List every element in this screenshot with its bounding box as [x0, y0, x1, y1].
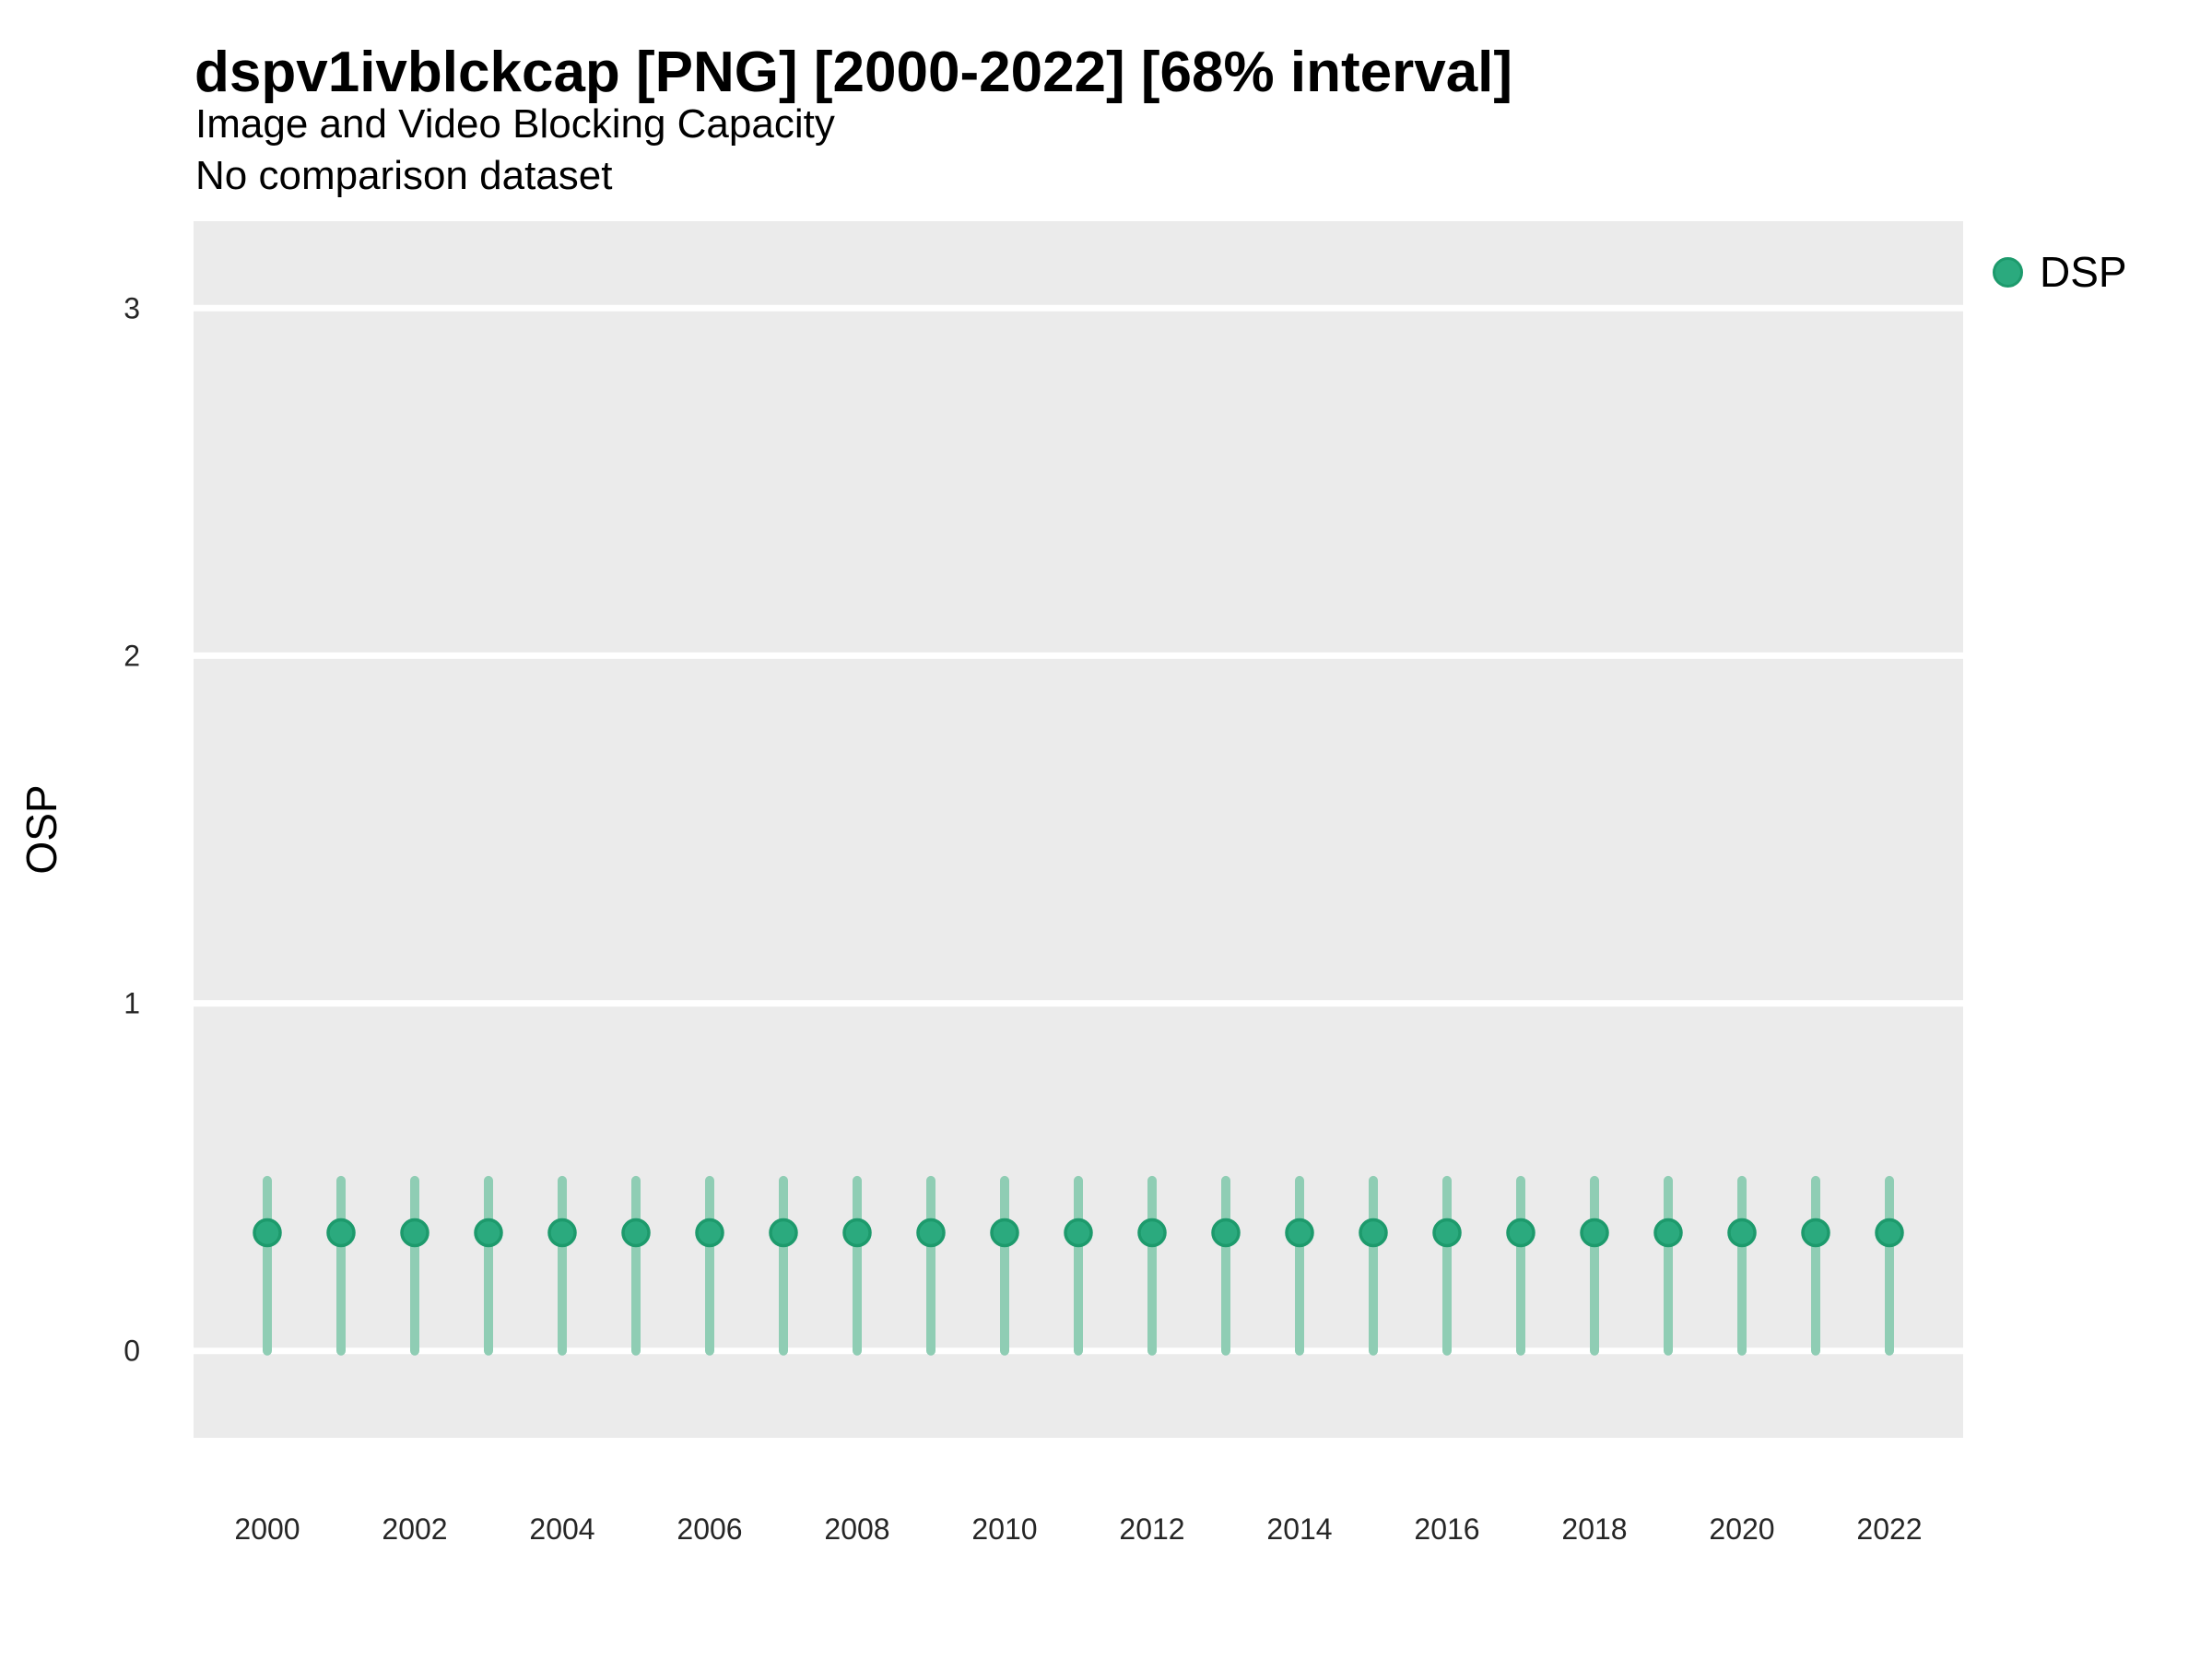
data-point-2016: [1432, 1218, 1462, 1248]
comparison-note: No comparison dataset: [195, 153, 613, 198]
data-point-2018: [1580, 1218, 1609, 1248]
data-point-2004: [547, 1218, 577, 1248]
data-point-2000: [253, 1218, 282, 1248]
data-point-2008: [842, 1218, 872, 1248]
data-point-2001: [326, 1218, 356, 1248]
data-point-2019: [1653, 1218, 1683, 1248]
x-tick-label: 2000: [234, 1512, 300, 1546]
data-point-2005: [621, 1218, 651, 1248]
x-tick-label: 2002: [382, 1512, 447, 1546]
data-point-2011: [1064, 1218, 1093, 1248]
data-point-2010: [990, 1218, 1019, 1248]
data-point-2013: [1211, 1218, 1241, 1248]
y-tick-label: 3: [124, 291, 140, 324]
legend-label: DSP: [2040, 248, 2127, 296]
legend: DSP: [1993, 251, 2127, 293]
x-tick-label: 2018: [1561, 1512, 1627, 1546]
y-axis-title: OSP: [18, 784, 65, 875]
data-point-2009: [916, 1218, 946, 1248]
x-tick-label: 2004: [529, 1512, 594, 1546]
data-point-2002: [400, 1218, 429, 1248]
data-point-2007: [769, 1218, 798, 1248]
x-tick-label: 2016: [1414, 1512, 1479, 1546]
y-tick-label: 1: [124, 987, 140, 1020]
x-tick-label: 2012: [1119, 1512, 1184, 1546]
data-point-2021: [1801, 1218, 1830, 1248]
x-tick-label: 2010: [971, 1512, 1037, 1546]
chart-title: dspv1ivblckcap [PNG] [2000-2022] [68% in…: [194, 41, 1513, 104]
data-point-2014: [1285, 1218, 1314, 1248]
x-tick-label: 2008: [824, 1512, 889, 1546]
data-point-2020: [1727, 1218, 1757, 1248]
legend-point-icon: [1993, 256, 2023, 288]
y-tick-label: 2: [124, 639, 140, 672]
x-tick-label: 2022: [1856, 1512, 1922, 1546]
x-tick-label: 2020: [1709, 1512, 1774, 1546]
x-tick-label: 2014: [1266, 1512, 1332, 1546]
data-point-2012: [1137, 1218, 1167, 1248]
x-tick-label: 2006: [677, 1512, 742, 1546]
data-point-2003: [474, 1218, 503, 1248]
chart-subtitle: Image and Video Blocking Capacity: [195, 101, 835, 147]
data-point-2022: [1875, 1218, 1904, 1248]
data-point-2006: [695, 1218, 724, 1248]
data-point-2017: [1506, 1218, 1535, 1248]
data-point-2015: [1359, 1218, 1388, 1248]
y-tick-label: 0: [124, 1335, 140, 1368]
